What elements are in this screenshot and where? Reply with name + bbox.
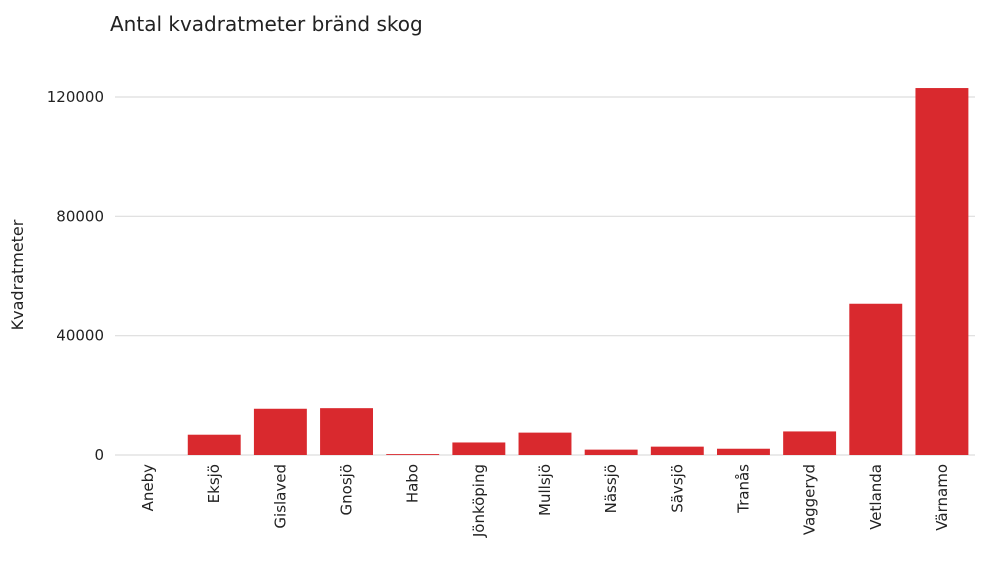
x-tick-label: Vetlanda (867, 464, 885, 530)
bar-värnamo (915, 88, 969, 456)
x-tick-label: Gnosjö (338, 464, 356, 515)
x-tick-label: Nässjö (602, 464, 620, 513)
y-axis-label: Kvadratmeter (8, 219, 27, 330)
y-tick-label: 120000 (47, 88, 104, 106)
x-tick-label: Habo (404, 464, 422, 503)
x-tick-label: Mullsjö (536, 464, 554, 516)
bar-vetlanda (849, 303, 903, 455)
chart-title: Antal kvadratmeter bränd skog (110, 12, 423, 36)
gridlines (115, 96, 975, 456)
bar-habo (386, 454, 440, 455)
x-tick-label: Aneby (139, 464, 157, 512)
x-tick-label: Eksjö (205, 464, 223, 503)
x-tick-label: Värnamo (933, 464, 951, 531)
x-tick-label: Sävsjö (668, 464, 686, 513)
y-tick-label: 80000 (56, 207, 104, 225)
x-tick-label: Gislaved (271, 464, 289, 529)
bar-mullsjö (518, 432, 572, 455)
bar-eksjö (187, 434, 241, 455)
y-tick-label: 0 (94, 446, 104, 464)
x-tick-label: Vaggeryd (801, 464, 819, 535)
bar-gnosjö (320, 408, 373, 455)
bar-nässjö (584, 449, 638, 455)
bar-gislaved (253, 408, 307, 455)
x-axis-ticks: Aneby Eksjö Gislaved Gnosjö Habo Jönköping Mul… (139, 464, 951, 538)
bars (187, 88, 969, 456)
bar-vaggeryd (783, 431, 837, 455)
y-axis-ticks: 0 40000 80000 120000 (47, 88, 104, 464)
bar-jönköping (452, 442, 506, 455)
x-tick-label: Tranås (734, 464, 752, 514)
y-tick-label: 40000 (56, 327, 104, 345)
x-tick-label: Jönköping (470, 464, 488, 538)
bar-tranås (717, 448, 770, 455)
bar-sävsjö (650, 446, 704, 455)
